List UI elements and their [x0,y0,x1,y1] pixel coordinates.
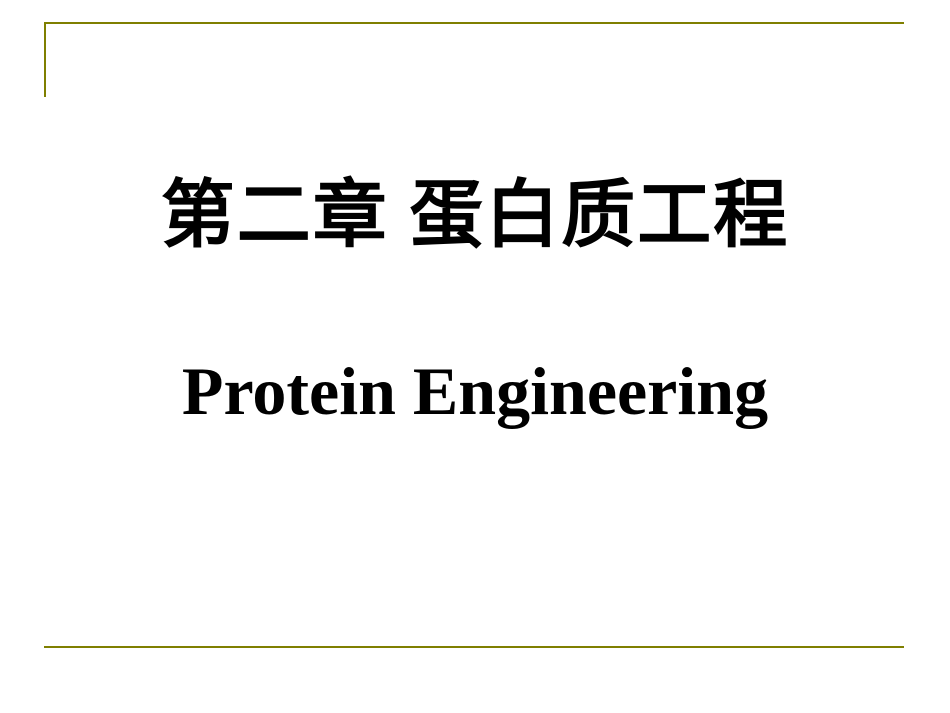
chapter-title-english: Protein Engineering [0,352,950,431]
chapter-title-chinese: 第二章 蛋白质工程 [0,155,950,262]
slide-content: 第二章 蛋白质工程 Protein Engineering [0,155,950,431]
top-corner-border [44,22,904,97]
bottom-border-line [44,646,904,648]
